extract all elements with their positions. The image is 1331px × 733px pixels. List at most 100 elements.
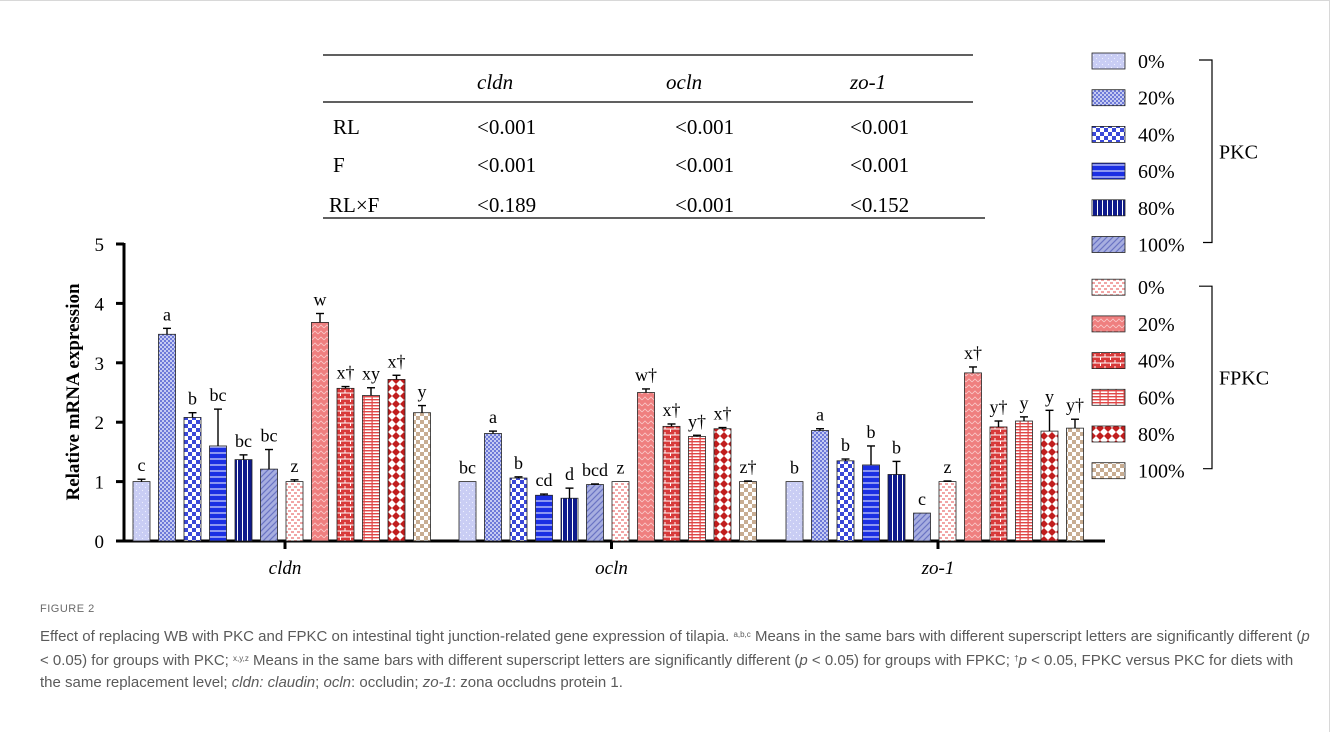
significance-label: d [565,464,574,484]
x-tick-label: ocln [595,558,628,579]
significance-label: bcd [582,460,608,480]
legend-swatch [1091,89,1126,107]
legend-bracket [1199,59,1213,244]
legend-swatch [1091,162,1126,180]
y-tick-label: 5 [95,235,105,256]
significance-label: y [418,382,427,402]
table-header-cldn: cldn [477,70,513,94]
legend-swatch [1091,126,1126,143]
y-tick-label: 1 [95,473,105,494]
significance-label: x† [714,404,732,424]
legend-label: 80% [1138,198,1175,220]
table-cell: <0.001 [477,153,536,177]
bar [662,425,681,542]
significance-label: w [314,289,327,309]
significance-label: y [1045,386,1054,406]
y-tick-label: 0 [95,532,105,553]
significance-label: b [892,437,901,457]
legend-swatch [1091,278,1126,296]
table-cell: <0.001 [675,153,734,177]
significance-label: bc [261,426,278,446]
bar [560,497,579,542]
table-cell: <0.001 [850,115,909,139]
bar [938,481,957,542]
y-tick-label: 2 [95,413,105,434]
significance-label: x† [388,351,406,371]
bar [688,436,706,542]
legend-bracket [1199,285,1213,470]
table-header-ocln: ocln [666,70,702,94]
bar [913,512,931,542]
table-cell: <0.001 [675,115,734,139]
significance-label: y [1020,393,1029,413]
legend-swatch [1091,388,1126,406]
table-cell: <0.001 [477,115,536,139]
bar [611,481,630,542]
legend-label: 40% [1138,124,1175,146]
bar [586,484,604,542]
bar [739,481,757,542]
significance-label: z [291,456,299,476]
bar [387,379,406,542]
table-cell: F [333,153,345,177]
significance-label: b [188,389,197,409]
bar [183,417,202,542]
legend-label: 20% [1138,314,1175,336]
bar [535,494,553,542]
legend-label: 60% [1138,387,1175,409]
significance-label: z [944,457,952,477]
significance-label: cd [536,470,553,490]
legend-label: 40% [1138,351,1175,373]
legend-label: 0% [1138,51,1165,73]
bar [362,395,380,542]
bar [484,433,502,542]
significance-label: c [138,455,146,475]
x-tick-label: cldn [269,558,302,579]
bar-chart: cldn ocln zo-1 RL <0.001 <0.001 <0.001 F… [63,51,1269,579]
table-cell: <0.152 [850,193,909,217]
y-axis-label: Relative mRNA expression [63,283,84,501]
bar [413,412,431,542]
significance-label: xy [362,364,380,384]
legend-label: 60% [1138,161,1175,183]
bar [311,322,329,542]
legend-swatch [1091,236,1126,253]
bar [509,477,528,542]
significance-label: bc [235,431,252,451]
significance-label: a [163,304,171,324]
x-tick-label: zo-1 [921,558,955,579]
legend-swatch [1091,425,1126,443]
significance-label: z [617,458,625,478]
caption-text: Effect of replacing WB with PKC and FPKC… [40,628,1310,691]
legend-swatch [1091,199,1126,217]
bar [964,372,982,542]
legend-group-label: PKC [1219,141,1258,163]
bar [887,474,906,542]
bar [785,481,804,542]
significance-label: x† [337,363,355,383]
figure-caption: FIGURE 2 Effect of replacing WB with PKC… [40,598,1310,694]
significance-label: b [867,422,876,442]
bar [132,481,151,542]
bar [458,481,477,542]
significance-label: b [790,458,799,478]
significance-label: y† [990,397,1008,417]
significance-label: w† [635,365,657,385]
figure-label: FIGURE 2 [40,603,95,615]
table-cell: RL×F [329,193,379,217]
bar [1015,420,1033,542]
significance-label: bc [210,385,227,405]
bar [713,428,732,542]
bar [862,464,880,542]
legend-label: 0% [1138,277,1165,299]
legend-label: 80% [1138,424,1175,446]
significance-label: bc [459,458,476,478]
bar [1066,427,1084,542]
table-cell: <0.189 [477,193,536,217]
legend-label: 20% [1138,88,1175,110]
bar [158,333,176,542]
bar [989,426,1008,542]
significance-label: b [514,453,523,473]
significance-label: b [841,435,850,455]
